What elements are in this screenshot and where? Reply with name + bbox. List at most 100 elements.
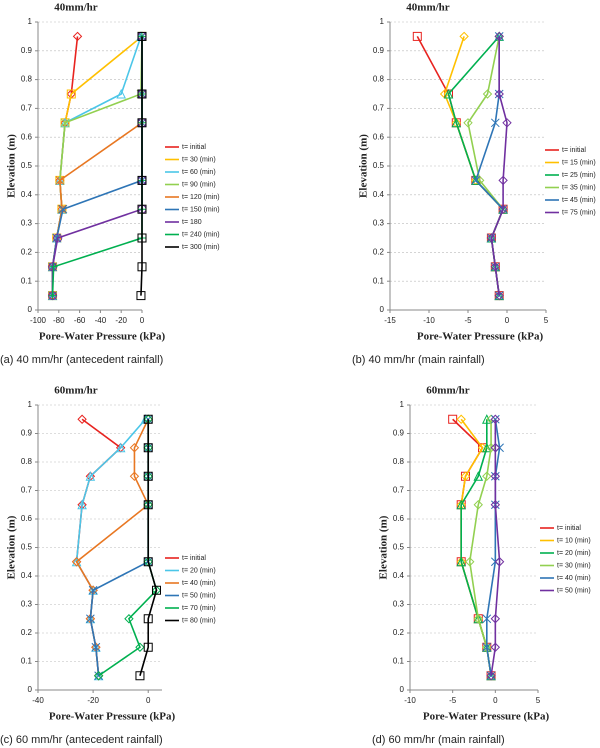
marker (443, 88, 454, 99)
marker (473, 471, 484, 481)
y-tick-label: 0.9 (21, 429, 33, 438)
legend-label: t= 50 (min) (557, 587, 591, 594)
marker (124, 614, 134, 624)
y-tick-label: 0.5 (21, 543, 33, 552)
y-tick-label: 0.3 (21, 219, 33, 228)
y-tick-label: 0.7 (393, 486, 405, 495)
y-axis-title: Elevation (m) (6, 515, 18, 579)
series-line (468, 419, 492, 676)
y-tick-label: 0.9 (393, 429, 405, 438)
marker (490, 443, 501, 453)
marker (490, 414, 501, 424)
marker (77, 414, 87, 424)
marker (71, 557, 82, 567)
x-tick-label: 0 (493, 696, 498, 705)
y-tick-label: 0.2 (21, 628, 33, 637)
y-tick-label: 0.1 (373, 276, 385, 285)
y-tick-label: 0.4 (21, 190, 33, 199)
marker (490, 118, 500, 128)
x-tick-label: -5 (449, 696, 457, 705)
marker (52, 233, 62, 243)
legend-label: t= 30 (min) (557, 562, 591, 569)
marker (135, 671, 145, 681)
marker (151, 585, 161, 595)
caption: (d) 60 mm/hr (main rainfall) (372, 734, 505, 746)
chart: 0 0.1 0.2 0.3 0.4 0.5 0.6 0.7 0.8 0.9 1 -10 -5 0 5 60mm… (372, 385, 591, 746)
y-tick-label: 0.3 (393, 600, 405, 609)
marker (471, 176, 481, 185)
marker (412, 31, 422, 41)
marker (72, 31, 83, 42)
y-tick-label: 0.8 (21, 75, 33, 84)
marker (93, 671, 104, 681)
series-line (51, 35, 143, 296)
y-axis-title: Elevation (m) (6, 134, 18, 198)
legend-label: t= 20 (min) (557, 550, 591, 557)
y-tick-label: 0.8 (393, 457, 405, 466)
x-tick-label: -80 (53, 316, 65, 325)
y-tick-label: 0.3 (21, 600, 33, 609)
marker (53, 233, 63, 243)
marker (465, 557, 475, 567)
legend-label: t= initial (557, 525, 581, 532)
x-tick-label: 0 (140, 316, 145, 325)
x-tick-label: -10 (423, 316, 435, 325)
marker (77, 499, 87, 510)
marker (137, 175, 147, 185)
y-tick-label: 0.1 (21, 657, 33, 666)
y-tick-label: 1 (400, 400, 405, 409)
x-tick-label: -60 (74, 316, 86, 325)
series-line (51, 36, 143, 296)
legend-label: t= 80 (min) (182, 617, 216, 624)
chart: 0 0.1 0.2 0.3 0.4 0.5 0.6 0.7 0.8 0.9 1 -40 -20 0 60mm… (0, 385, 216, 746)
marker (66, 89, 76, 99)
marker (115, 442, 126, 453)
marker (137, 31, 147, 41)
marker (137, 118, 147, 128)
legend-label: t= 30 (min) (182, 156, 216, 163)
marker (481, 414, 492, 424)
marker (502, 118, 512, 128)
chart-title: 60mm/hr (426, 385, 470, 397)
legend-label: t= 90 (min) (182, 181, 216, 188)
marker (486, 443, 496, 453)
marker (482, 471, 492, 481)
series-line (51, 36, 143, 296)
legend-label: t= 50 (min) (182, 592, 216, 599)
y-tick-label: 0.3 (373, 219, 385, 228)
marker (482, 89, 493, 99)
marker (85, 471, 96, 481)
marker (137, 262, 147, 272)
marker (494, 557, 505, 567)
x-tick-label: -20 (87, 696, 99, 705)
y-tick-label: 0.6 (373, 132, 385, 141)
legend-label: t= 10 (min) (557, 537, 591, 544)
marker (463, 118, 473, 128)
y-tick-label: 1 (380, 17, 385, 26)
x-axis-title: Pore-Water Pressure (kPa) (39, 331, 166, 343)
x-tick-label: -5 (464, 316, 472, 325)
y-tick-label: 0 (28, 305, 33, 314)
marker (490, 614, 501, 624)
series-line (467, 36, 505, 296)
marker (129, 471, 140, 481)
x-tick-label: 5 (536, 696, 541, 705)
marker (486, 233, 497, 243)
x-tick-label: -100 (30, 316, 47, 325)
legend-label: t= 70 (min) (182, 605, 216, 612)
chart-title: 60mm/hr (54, 385, 98, 397)
y-tick-label: 0.1 (21, 276, 33, 285)
marker (116, 88, 127, 99)
y-tick-label: 0.8 (373, 75, 385, 84)
x-tick-label: 0 (146, 696, 151, 705)
legend-label: t= 20 (min) (182, 567, 216, 574)
marker (481, 442, 492, 453)
marker (135, 642, 145, 652)
marker (143, 642, 153, 652)
series-line (51, 36, 79, 296)
y-tick-label: 0.9 (21, 46, 33, 55)
series-line (140, 36, 143, 296)
marker (91, 642, 101, 652)
y-tick-label: 0.7 (21, 486, 33, 495)
y-tick-label: 0.6 (21, 132, 33, 141)
